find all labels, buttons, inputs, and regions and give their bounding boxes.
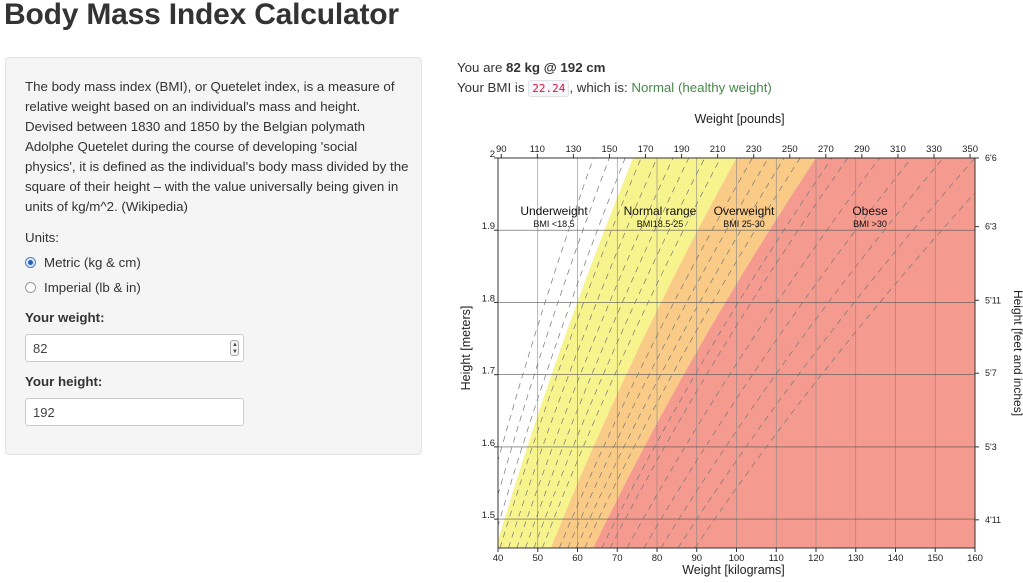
bmi-contour-line <box>601 158 833 548</box>
weight-stepper[interactable]: ▲ ▼ <box>230 340 239 356</box>
bmi-contour-line <box>660 158 944 548</box>
region-range-label: BMI >30 <box>853 219 887 229</box>
right-tick-label: 5'11 <box>985 295 1001 305</box>
radio-imperial-label: Imperial (lb & in) <box>44 280 141 295</box>
radio-metric-label: Metric (kg & cm) <box>44 255 141 270</box>
radio-imperial[interactable]: Imperial (lb & in) <box>25 280 141 295</box>
summary-prefix: You are <box>457 60 507 75</box>
bmi-contour-line <box>498 158 610 496</box>
bmi-middle-text: , which is: <box>569 80 632 95</box>
bmi-contour-line <box>609 158 849 548</box>
bmi-contour-line <box>498 158 594 462</box>
x-tick-label: 150 <box>927 553 943 564</box>
region-range-label: BMI 25-30 <box>723 219 765 229</box>
x-tick-label: 50 <box>532 553 543 564</box>
bmi-contour-line <box>694 192 975 548</box>
bmi-summary: Your BMI is 22.24, which is: Normal (hea… <box>457 80 772 97</box>
x-tick-label: 110 <box>769 553 784 564</box>
bmi-contour-line <box>525 158 690 548</box>
right-axis-label: Height [feet and inches] <box>1011 290 1023 416</box>
top-tick-label: 90 <box>496 144 507 155</box>
top-tick-label: 350 <box>962 144 978 155</box>
region-range-label: BMI <18.5 <box>533 219 574 229</box>
bmi-category: Normal (healthy weight) <box>631 80 772 95</box>
region-label: Obese <box>852 204 888 218</box>
x-tick-label: 100 <box>729 553 745 564</box>
radio-metric-button[interactable] <box>25 257 36 268</box>
top-tick-label: 230 <box>746 144 762 155</box>
weight-input-value: 82 <box>33 341 48 356</box>
radio-metric[interactable]: Metric (kg & cm) <box>25 255 141 270</box>
bmi-contour-line <box>508 158 658 548</box>
top-tick-label: 150 <box>602 144 618 155</box>
units-label: Units: <box>25 230 59 245</box>
region-label: Overweight <box>714 204 775 218</box>
y-tick-label: 1.9 <box>482 221 495 232</box>
top-tick-label: 330 <box>926 144 942 155</box>
top-tick-label: 190 <box>674 144 690 155</box>
bmi-contour-line <box>499 158 642 548</box>
x-tick-label: 90 <box>691 553 702 564</box>
height-input[interactable]: 192 <box>25 398 244 426</box>
radio-imperial-button[interactable] <box>25 282 36 293</box>
y-tick-label: 1.8 <box>482 293 495 304</box>
region-label: Underweight <box>520 204 588 218</box>
top-tick-label: 310 <box>890 144 906 155</box>
top-tick-label: 290 <box>854 144 870 155</box>
y-tick-label: 1.7 <box>482 366 495 377</box>
summary-weight-height: 82 kg @ 192 cm <box>506 60 606 75</box>
top-tick-label: 170 <box>638 144 654 155</box>
x-tick-label: 140 <box>888 553 904 564</box>
top-tick-label: 250 <box>782 144 798 155</box>
bmi-contour-line <box>677 158 975 548</box>
bmi-value: 22.24 <box>528 80 570 97</box>
region-label: Normal range <box>624 204 697 218</box>
right-tick-label: 6'3 <box>985 222 997 232</box>
y-tick-label: 1.5 <box>482 510 495 521</box>
height-label: Your height: <box>25 374 103 389</box>
bmi-contour-line <box>533 158 706 548</box>
right-tick-label: 5'3 <box>985 442 997 452</box>
x-tick-label: 40 <box>493 553 504 564</box>
y-tick-label: 1.6 <box>482 438 495 449</box>
top-tick-label: 130 <box>565 144 581 155</box>
region-range-label: BMI18.5-25 <box>637 219 684 229</box>
weight-height-summary: You are 82 kg @ 192 cm <box>457 60 606 75</box>
top-axis-label: Weight [pounds] <box>694 112 784 126</box>
x-tick-label: 120 <box>808 553 824 564</box>
right-tick-label: 5'7 <box>985 368 997 378</box>
top-tick-label: 210 <box>710 144 726 155</box>
bmi-contour-line <box>558 158 753 548</box>
x-tick-label: 60 <box>572 553 583 564</box>
sidebar-panel: The body mass index (BMI), or Quetelet i… <box>5 57 422 455</box>
height-input-value: 192 <box>33 405 55 420</box>
bmi-description: The body mass index (BMI), or Quetelet i… <box>25 79 409 214</box>
y-tick-label: 2 <box>490 149 495 160</box>
bmi-chart: 40 50 60 70 80 90 100 110 120 130 140 150 160 Weight … <box>459 112 1023 577</box>
x-tick-label: 70 <box>612 553 623 564</box>
x-tick-label: 130 <box>848 553 864 564</box>
x-tick-label: 160 <box>967 553 983 564</box>
right-tick-label: 4'11 <box>985 515 1001 525</box>
bmi-contour-line <box>567 158 769 548</box>
top-tick-label: 270 <box>818 144 834 155</box>
bmi-contour-line <box>575 158 785 548</box>
y-axis-label: Height [meters] <box>459 306 473 391</box>
x-tick-label: 80 <box>652 553 663 564</box>
bmi-contour-line <box>516 158 674 548</box>
bmi-contour-line <box>542 158 721 548</box>
region-underweight <box>498 158 634 541</box>
bmi-contour-line <box>498 158 626 527</box>
bmi-prefix: Your BMI is <box>457 80 529 95</box>
right-tick-label: 6'6 <box>985 153 997 163</box>
stepper-down-icon[interactable]: ▼ <box>232 349 238 355</box>
stepper-up-icon[interactable]: ▲ <box>232 342 238 348</box>
region-obese <box>593 158 975 548</box>
page-title: Body Mass Index Calculator <box>4 0 399 31</box>
top-tick-label: 110 <box>530 144 545 155</box>
weight-input[interactable]: 82 ▲ ▼ <box>25 334 244 362</box>
weight-label: Your weight: <box>25 310 105 325</box>
x-axis-label: Weight [kilograms] <box>682 563 785 577</box>
